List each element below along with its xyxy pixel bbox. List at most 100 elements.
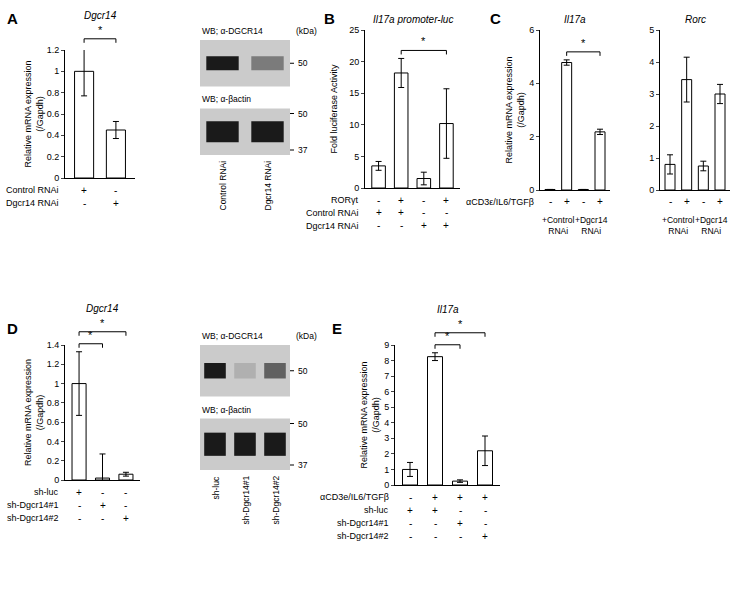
svg-text:15: 15 (349, 88, 359, 98)
svg-text:4: 4 (529, 78, 534, 88)
svg-text:-: - (78, 500, 81, 511)
svg-text:sh-luc: sh-luc (364, 505, 389, 515)
svg-text:-: - (377, 220, 380, 231)
svg-text:+: + (421, 220, 427, 231)
svg-text:4: 4 (384, 418, 389, 428)
svg-text:0.2: 0.2 (47, 152, 60, 162)
svg-text:-: - (484, 505, 487, 516)
svg-text:0: 0 (354, 183, 359, 193)
svg-text:+: + (398, 207, 404, 218)
svg-text:50: 50 (298, 109, 308, 119)
svg-text:+Dgcr14RNAi: +Dgcr14RNAi (575, 215, 608, 236)
svg-text:(kDa): (kDa) (296, 331, 317, 341)
svg-text:+: + (443, 220, 449, 231)
svg-text:2: 2 (384, 449, 389, 459)
svg-text:10: 10 (349, 120, 359, 130)
svg-text:1.4: 1.4 (47, 340, 60, 350)
svg-text:Relative mRNA expression(/Gapd: Relative mRNA expression(/Gapdh) (23, 359, 45, 466)
svg-text:Il17a: Il17a (564, 14, 586, 25)
svg-text:-: - (434, 531, 437, 542)
svg-text:B: B (324, 10, 335, 27)
svg-text:-: - (434, 518, 437, 529)
svg-text:+: + (564, 196, 570, 207)
svg-text:Il17a: Il17a (437, 304, 459, 315)
svg-text:-: - (400, 220, 403, 231)
svg-text:-: - (124, 500, 127, 511)
svg-text:20: 20 (349, 57, 359, 67)
svg-text:Dgcr14 RNAi: Dgcr14 RNAi (263, 161, 273, 211)
svg-text:-: - (459, 531, 462, 542)
svg-text:+: + (81, 185, 87, 196)
svg-text:Dgcr14: Dgcr14 (84, 10, 117, 21)
svg-text:RORγt: RORγt (331, 195, 358, 205)
svg-text:+: + (457, 492, 463, 503)
svg-text:-: - (422, 195, 425, 206)
svg-text:+: + (482, 492, 488, 503)
svg-text:Relative mRNA expression(/Gapd: Relative mRNA expression(/Gapdh) (23, 60, 45, 167)
svg-text:*: * (100, 317, 105, 329)
svg-text:Relative mRNA expression(/Gapd: Relative mRNA expression(/Gapdh) (359, 361, 381, 468)
svg-text:50: 50 (298, 58, 308, 68)
svg-text:4: 4 (649, 57, 654, 67)
svg-text:(kDa): (kDa) (296, 26, 317, 36)
svg-text:Dgcr14 RNAi: Dgcr14 RNAi (306, 221, 359, 231)
svg-text:Control RNAi: Control RNAi (306, 208, 359, 218)
svg-text:2: 2 (649, 121, 654, 131)
svg-text:A: A (7, 10, 18, 27)
svg-text:WB; α-DGCR14: WB; α-DGCR14 (202, 26, 263, 36)
svg-text:sh-Dgcr14#1: sh-Dgcr14#1 (241, 476, 251, 525)
svg-text:αCD3e/IL6/TGFβ: αCD3e/IL6/TGFβ (320, 492, 389, 502)
svg-text:-: - (702, 196, 705, 207)
svg-text:Relative mRNA expression(/Gapd: Relative mRNA expression(/Gapdh) (504, 56, 526, 163)
svg-text:0.6: 0.6 (47, 109, 60, 119)
svg-text:2: 2 (529, 132, 534, 142)
svg-text:*: * (458, 318, 463, 330)
svg-text:+: + (432, 492, 438, 503)
svg-text:-: - (445, 207, 448, 218)
svg-text:-: - (549, 196, 552, 207)
svg-text:-: - (669, 196, 672, 207)
svg-text:E: E (332, 320, 342, 337)
svg-text:+: + (398, 195, 404, 206)
svg-text:0.4: 0.4 (47, 437, 60, 447)
svg-text:37: 37 (298, 145, 308, 155)
svg-text:-: - (484, 518, 487, 529)
svg-text:Il17a promoter-luc: Il17a promoter-luc (373, 14, 453, 25)
svg-text:1.2: 1.2 (47, 45, 60, 55)
svg-text:1: 1 (384, 465, 389, 475)
svg-text:*: * (88, 329, 93, 341)
svg-text:1: 1 (649, 153, 654, 163)
svg-text:0.8: 0.8 (47, 88, 60, 98)
svg-text:-: - (582, 196, 585, 207)
svg-text:0: 0 (54, 173, 59, 183)
svg-text:Control RNAi: Control RNAi (6, 185, 59, 195)
svg-text:-: - (409, 518, 412, 529)
svg-text:*: * (581, 37, 586, 49)
svg-text:-: - (459, 505, 462, 516)
svg-text:+: + (684, 196, 690, 207)
svg-text:+: + (123, 513, 129, 524)
svg-text:0: 0 (384, 480, 389, 490)
svg-text:D: D (7, 320, 18, 337)
svg-text:0.6: 0.6 (47, 417, 60, 427)
svg-text:αCD3ε/IL6/TGFβ: αCD3ε/IL6/TGFβ (466, 197, 534, 207)
svg-text:Control RNAi: Control RNAi (218, 161, 228, 211)
svg-text:-: - (377, 195, 380, 206)
svg-text:25: 25 (349, 25, 359, 35)
svg-text:-: - (124, 487, 127, 498)
svg-text:6: 6 (384, 387, 389, 397)
svg-text:3: 3 (649, 89, 654, 99)
svg-text:sh-luc: sh-luc (34, 487, 59, 497)
svg-text:0.2: 0.2 (47, 456, 60, 466)
svg-text:50: 50 (298, 366, 308, 376)
svg-text:+: + (100, 500, 106, 511)
svg-text:*: * (445, 330, 450, 342)
svg-text:+: + (717, 196, 723, 207)
svg-text:50: 50 (298, 419, 308, 429)
svg-text:-: - (114, 185, 117, 196)
svg-text:+: + (432, 505, 438, 516)
svg-text:Dgcr14: Dgcr14 (86, 303, 119, 314)
svg-text:Rorc: Rorc (685, 14, 706, 25)
svg-text:sh-Dgcr14#2: sh-Dgcr14#2 (7, 513, 59, 523)
svg-text:+: + (482, 531, 488, 542)
